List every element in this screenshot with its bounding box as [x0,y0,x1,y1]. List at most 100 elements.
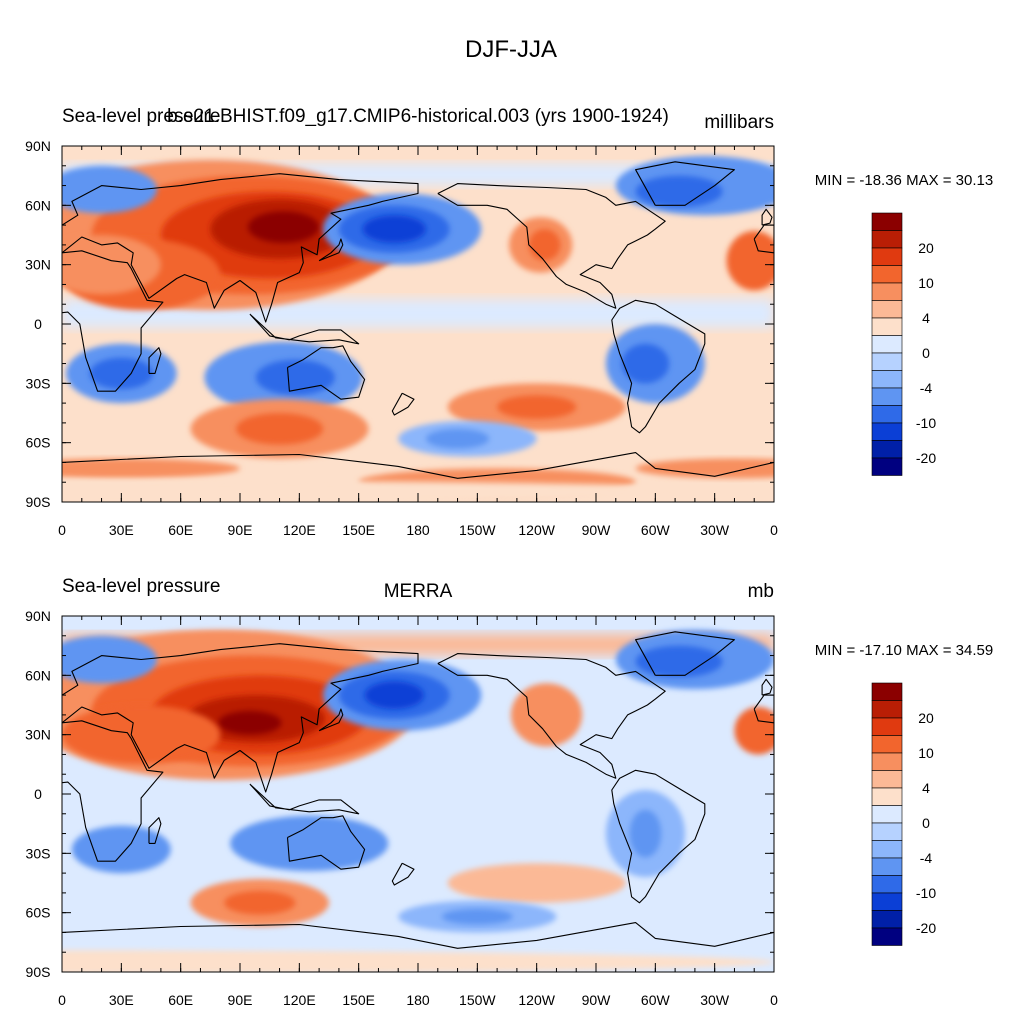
lat-tick-label: 30N [25,727,51,743]
lat-tick-label: 0 [34,786,42,802]
lon-tick-label: 90E [228,522,253,538]
lon-tick-label: 90W [582,992,612,1008]
lon-tick-label: 30W [700,522,730,538]
lat-tick-label: 30S [26,845,51,861]
colorbar-swatch [871,282,903,301]
lon-tick-label: 0 [770,992,778,1008]
lon-tick-label: 60E [168,992,193,1008]
lon-tick-label: 0 [58,522,66,538]
colorbar-swatch [871,265,903,284]
colorbar-swatch [871,230,903,249]
colorbar-label: 4 [922,310,930,326]
model-map-field [62,146,774,502]
obs-left-title: Sea-level pressure [62,576,220,597]
lon-tick-label: 180 [406,522,430,538]
colorbar-swatch [871,805,903,824]
colorbar-swatch [871,405,903,424]
colorbar-swatch [871,682,903,701]
lat-tick-label: 90S [26,964,51,980]
model-minmax-stats: MIN = -18.36 MAX = 30.13 [815,172,993,189]
lon-tick-label: 150E [342,992,375,1008]
colorbar-label: 20 [918,710,934,726]
colorbar-swatch [871,387,903,406]
lat-tick-label: 60N [25,197,51,213]
colorbar-swatch [871,735,903,754]
lat-tick-label: 60S [26,435,51,451]
lon-tick-label: 30E [109,522,134,538]
model-right-title: millibars [704,112,774,133]
lat-tick-label: 90N [25,608,51,624]
colorbar-swatch [871,840,903,859]
lat-tick-label: 90S [26,494,51,510]
colorbar-swatch [871,752,903,771]
lat-tick-label: 90N [25,138,51,154]
lon-tick-label: 150W [459,522,496,538]
colorbar-swatch [871,300,903,319]
obs-panel: Sea-level pressure MERRA mb 90N 60N 30N 0 30… [25,576,993,1008]
model-left-title: Sea-level pressure [62,106,220,127]
lon-tick-label: 120W [518,522,555,538]
colorbar-swatch [871,700,903,719]
lon-tick-label: 180 [406,992,430,1008]
obs-minmax-stats: MIN = -17.10 MAX = 34.59 [815,642,993,659]
model-coastlines [62,161,774,479]
model-colorbar: 20 10 4 0 -4 -10 -20 [871,212,936,476]
colorbar-swatch [871,335,903,354]
colorbar-swatch [871,247,903,266]
colorbar-swatch [871,352,903,371]
lon-tick-label: 120W [518,992,555,1008]
obs-colorbar: 20 10 4 0 -4 -10 -20 [871,682,936,946]
colorbar-swatch [871,440,903,459]
lon-tick-label: 30W [700,992,730,1008]
obs-coastlines [62,631,774,949]
colorbar-label: 0 [922,815,930,831]
lon-tick-label: 60W [641,522,671,538]
lon-tick-label: 90W [582,522,612,538]
lat-tick-label: 60S [26,905,51,921]
colorbar-label: -10 [916,885,936,901]
model-center-title: b.e21.BHIST.f09_g17.CMIP6-historical.003… [167,106,669,127]
lon-tick-label: 120E [283,522,316,538]
colorbar-swatch [871,717,903,736]
obs-right-title: mb [748,581,774,602]
colorbar-swatch [871,857,903,876]
colorbar-swatch [871,787,903,806]
colorbar-label: -20 [916,450,936,466]
lon-tick-label: 150W [459,992,496,1008]
colorbar-swatch [871,910,903,929]
colorbar-swatch [871,422,903,441]
obs-lon-axis: 0 30E 60E 90E 120E 150E 180 150W 120W 90W 60W 30W 0 [58,616,778,1008]
lat-tick-label: 30N [25,257,51,273]
lat-tick-label: 0 [34,316,42,332]
lon-tick-label: 0 [58,992,66,1008]
lon-tick-label: 150E [342,522,375,538]
lon-tick-label: 0 [770,522,778,538]
figure-title: DJF-JJA [465,36,557,63]
colorbar-swatch [871,370,903,389]
colorbar-swatch [871,457,903,476]
lon-tick-label: 120E [283,992,316,1008]
colorbar-label: -10 [916,415,936,431]
colorbar-swatch [871,317,903,336]
colorbar-swatch [871,822,903,841]
colorbar-label: 0 [922,345,930,361]
lon-tick-label: 90E [228,992,253,1008]
model-lat-axis: 90N 60N 30N 0 30S 60S 90S [25,138,774,510]
obs-lat-axis: 90N 60N 30N 0 30S 60S 90S [25,608,774,980]
colorbar-label: 20 [918,240,934,256]
lat-tick-label: 60N [25,667,51,683]
colorbar-swatch [871,875,903,894]
colorbar-swatch [871,770,903,789]
obs-center-title: MERRA [384,581,453,602]
lon-tick-label: 60E [168,522,193,538]
lon-tick-label: 30E [109,992,134,1008]
lon-tick-label: 60W [641,992,671,1008]
colorbar-swatch [871,927,903,946]
colorbar-label: -4 [920,850,933,866]
model-lon-axis: 0 30E 60E 90E 120E 150E 180 150W 120W 90W 60W 30W 0 [58,146,778,538]
colorbar-label: 10 [918,275,934,291]
lat-tick-label: 30S [26,375,51,391]
colorbar-swatch [871,212,903,231]
